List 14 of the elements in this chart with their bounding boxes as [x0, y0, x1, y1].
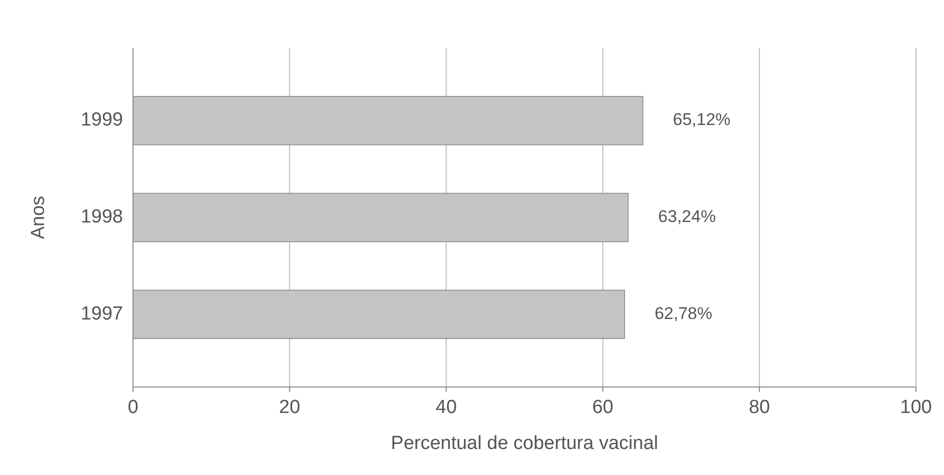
- y-tick-label: 1998: [80, 206, 123, 228]
- data-label: 63,24%: [658, 206, 716, 226]
- x-tick-label: 20: [279, 397, 300, 418]
- data-label: 62,78%: [654, 304, 712, 323]
- data-label: 65,12%: [672, 110, 731, 130]
- y-tick-label: 1997: [80, 303, 123, 324]
- x-tick-label: 60: [592, 397, 614, 418]
- x-tick-label: 80: [748, 397, 770, 418]
- x-axis-title: Percentual de cobertura vacinal: [390, 433, 658, 454]
- x-tick-label: 40: [436, 397, 457, 418]
- y-tick-label: 1999: [80, 110, 123, 131]
- x-tick-label: 100: [900, 397, 932, 418]
- x-tick-label: 0: [128, 397, 138, 418]
- y-axis-title: Anos: [28, 196, 49, 240]
